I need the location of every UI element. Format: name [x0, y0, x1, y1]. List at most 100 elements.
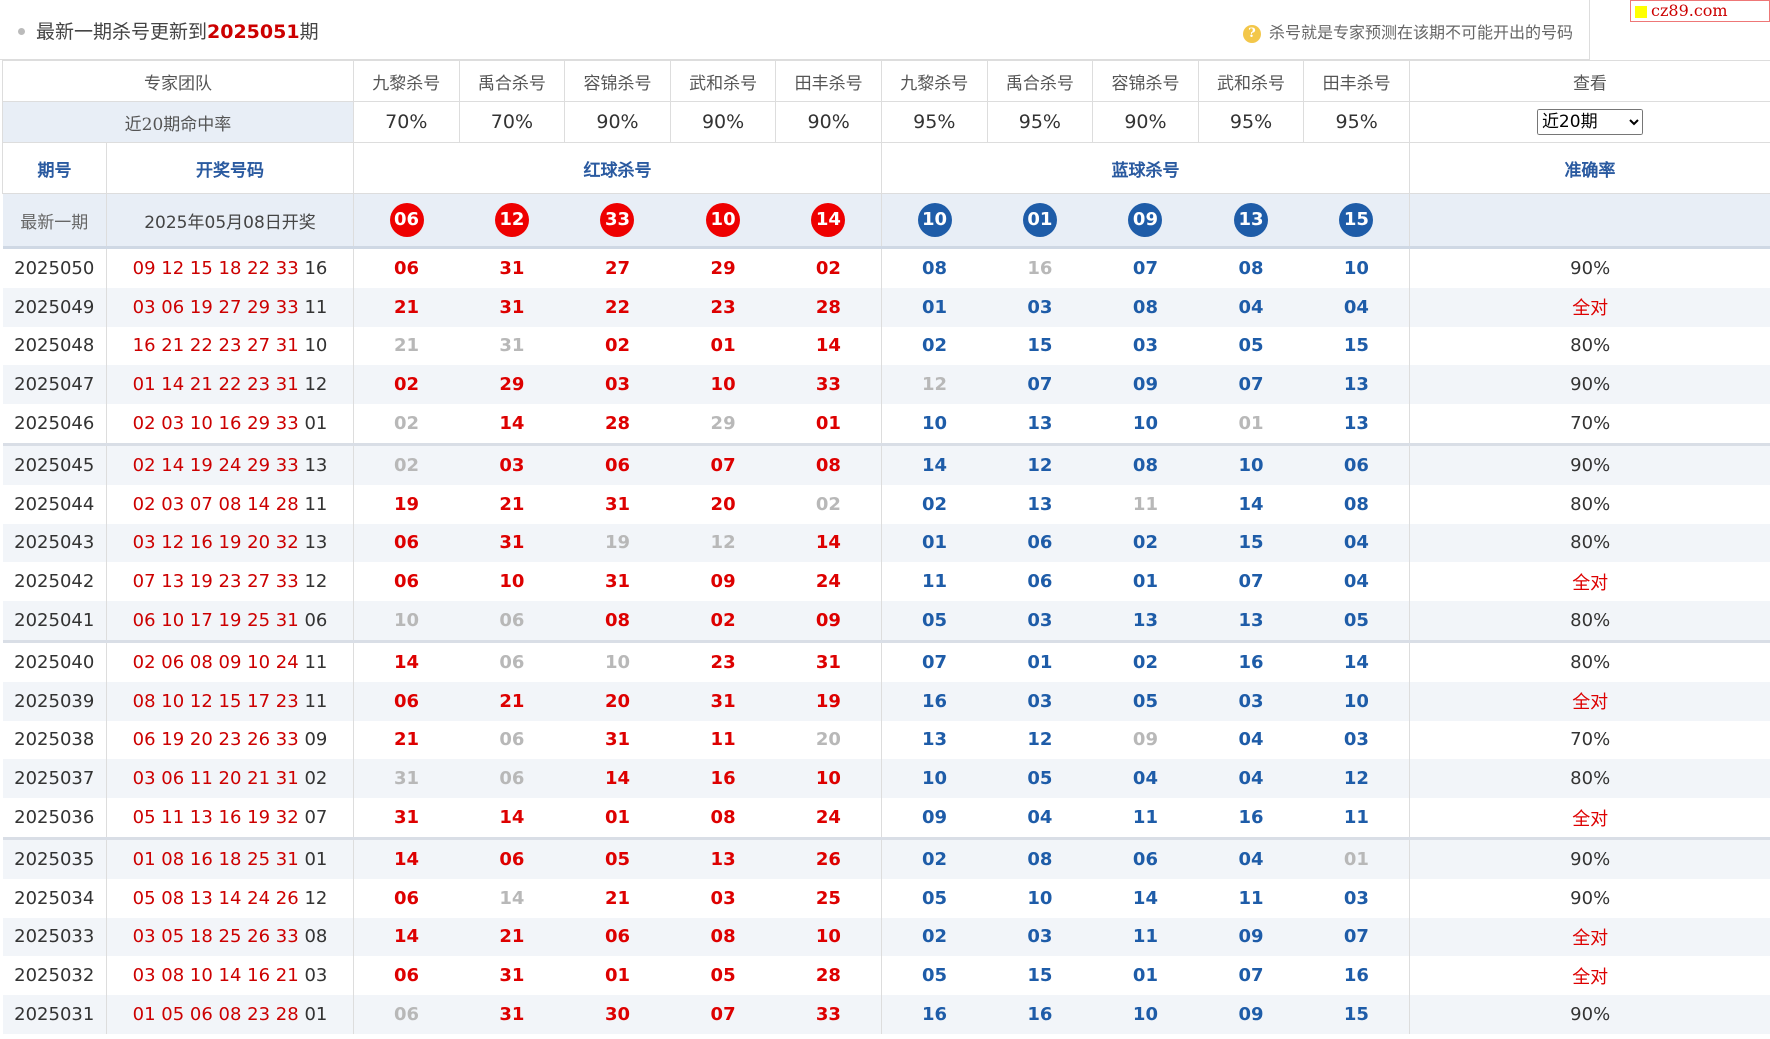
accuracy-value: 90%: [1570, 257, 1611, 279]
red-kill-number: 28: [604, 413, 631, 435]
draw-red-numbers: 03 08 10 14 16 21: [132, 965, 299, 987]
draw-blue-number: 12: [304, 374, 328, 396]
draw-blue-number: 13: [304, 454, 328, 476]
draw-numbers: 02 03 10 16 29 33 01: [106, 404, 354, 445]
history-row: 2025036 05 11 13 16 19 32 07 31 14 01 08 24 09 0…: [2, 798, 1770, 839]
red-kill-number: 07: [670, 442, 776, 485]
draw-numbers: 07 13 19 23 27 33 12: [106, 562, 354, 602]
red-ball-cell: 14: [775, 193, 882, 249]
draw-red-numbers: 03 05 18 25 26 33: [132, 926, 299, 948]
red-kill-number: 28: [775, 956, 882, 996]
draw-red-numbers: 02 14 19 24 29 33: [132, 454, 299, 476]
blue-kill-number: 08: [1092, 442, 1199, 485]
red-kill-number: 29: [710, 413, 736, 435]
red-kill-number: 08: [670, 917, 776, 957]
blue-kill-number: 15: [1027, 965, 1053, 987]
draw-blue-number: 13: [304, 532, 328, 554]
red-kill-number: 22: [564, 287, 671, 327]
red-kill-number: 09: [710, 571, 736, 593]
draw-red-numbers: 05 11 13 16 19 32: [132, 807, 299, 829]
blue-kill-number: 01: [1132, 965, 1158, 987]
red-kill-number: 02: [353, 365, 460, 405]
red-kill-number: 08: [710, 807, 736, 829]
blue-kill-number: 08: [987, 836, 1093, 879]
draw-blue-number: 16: [304, 257, 328, 279]
red-ball: 06: [389, 203, 424, 237]
red-ball: 33: [600, 203, 635, 237]
accuracy-value: 90%: [1409, 995, 1770, 1034]
red-kill-number: 31: [604, 571, 631, 593]
draw-red-numbers: 09 12 15 18 22 33: [132, 257, 299, 279]
blue-kill-number: 05: [921, 965, 948, 987]
red-kill-number: 11: [710, 729, 736, 751]
blue-kill-number: 14: [1238, 493, 1264, 515]
blue-kill-number: 11: [1132, 807, 1158, 829]
red-kill-number: 02: [604, 335, 631, 357]
blue-kill-number: 03: [1303, 720, 1410, 760]
history-row: 2025040 02 06 08 09 10 24 11 14 06 10 23 31 07 0…: [2, 639, 1770, 682]
latest-prediction-row: 最新一期 2025年05月08日开奖 06 12 33 10 14 10 01 …: [2, 193, 1770, 249]
draw-red-numbers: 03 06 19 27 29 33: [132, 296, 299, 318]
issue-number: 2025039: [2, 681, 107, 721]
red-kill-number: 06: [564, 917, 671, 957]
red-kill-number: 23: [670, 287, 776, 327]
hit-rate: 95%: [1197, 101, 1305, 143]
red-kill-number: 19: [775, 681, 882, 721]
draw-numbers: 03 08 10 14 16 21 03: [106, 956, 354, 996]
red-kill-number: 08: [564, 601, 671, 642]
history-row: 2025041 06 10 17 19 25 31 06 10 06 08 02 09 05 0…: [2, 601, 1770, 642]
red-kill-number: 31: [459, 523, 565, 563]
latest-label: 最新一期: [2, 193, 107, 249]
blue-kill-number: 16: [987, 995, 1093, 1034]
red-kill-number: 10: [564, 639, 671, 682]
accuracy-value: 70%: [1570, 413, 1611, 435]
blue-kill-number: 04: [1027, 807, 1053, 829]
draw-blue-number: 01: [304, 1004, 328, 1026]
red-kill-number: 24: [775, 562, 882, 602]
red-kill-number: 07: [670, 995, 776, 1034]
blue-kill-number: 05: [881, 601, 988, 642]
blue-kill-number: 05: [921, 887, 948, 909]
red-kill-number: 06: [394, 887, 420, 909]
red-kill-number: 31: [459, 995, 565, 1034]
blue-kill-number: 10: [881, 759, 988, 799]
red-kill-number: 02: [353, 442, 460, 485]
site-brand[interactable]: cz89.com: [1630, 0, 1770, 22]
blue-kill-number: 04: [1303, 523, 1410, 563]
blue-kill-number: 11: [1238, 887, 1264, 909]
draw-numbers: 09 12 15 18 22 33 16: [106, 247, 354, 288]
history-row: 2025043 03 12 16 19 20 32 13 06 31 19 12 14 01 0…: [2, 523, 1770, 563]
blue-kill-number: 10: [1303, 681, 1410, 721]
draw-numbers: 02 14 19 24 29 33 13: [106, 442, 354, 485]
red-ball-cell: 10: [670, 193, 776, 249]
red-ball: 14: [811, 203, 846, 237]
top-bar: 最新一期杀号更新到2025051期 ? 杀号就是专家预测在该期不可能开出的号码: [0, 0, 1590, 60]
blue-kill-number: 01: [1303, 836, 1410, 879]
blue-kill-number: 08: [921, 257, 948, 279]
blue-kill-number: 05: [1092, 681, 1199, 721]
issue-number: 2025047: [2, 365, 107, 405]
history-row: 2025045 02 14 19 24 29 33 13 02 03 06 07 08 14 1…: [2, 442, 1770, 485]
blue-kill-number: 07: [881, 639, 988, 682]
red-ball-cell: 33: [564, 193, 671, 249]
history-row: 2025035 01 08 16 18 25 31 01 14 06 05 13 26 02 0…: [2, 836, 1770, 879]
red-kill-number: 14: [499, 887, 525, 909]
blue-kill-number: 16: [881, 995, 988, 1034]
red-kill-number: 14: [564, 759, 671, 799]
red-kill-number: 12: [670, 523, 776, 563]
red-kill-number: 24: [775, 798, 882, 839]
period-select[interactable]: 近20期: [1536, 109, 1643, 135]
blue-kill-number: 04: [1198, 287, 1304, 327]
hit-rate: 90%: [1092, 101, 1199, 143]
blue-kill-number: 06: [1027, 571, 1053, 593]
blue-kill-header: 蓝球杀号: [880, 142, 1410, 194]
blue-kill-number: 07: [1303, 917, 1410, 957]
red-kill-header: 红球杀号: [353, 142, 882, 194]
accuracy-header: 准确率: [1408, 142, 1770, 194]
issue-number: 2025045: [2, 442, 107, 485]
blue-kill-number: 06: [1303, 442, 1410, 485]
red-kill-number: 31: [775, 639, 882, 682]
kill-number-table: 专家团队 九黎杀号 禹合杀号 容锦杀号 武和杀号 田丰杀号 九黎杀号 禹合杀号 …: [2, 60, 1770, 1034]
red-kill-number: 19: [564, 523, 671, 563]
hit-rate: 95%: [1303, 101, 1410, 143]
